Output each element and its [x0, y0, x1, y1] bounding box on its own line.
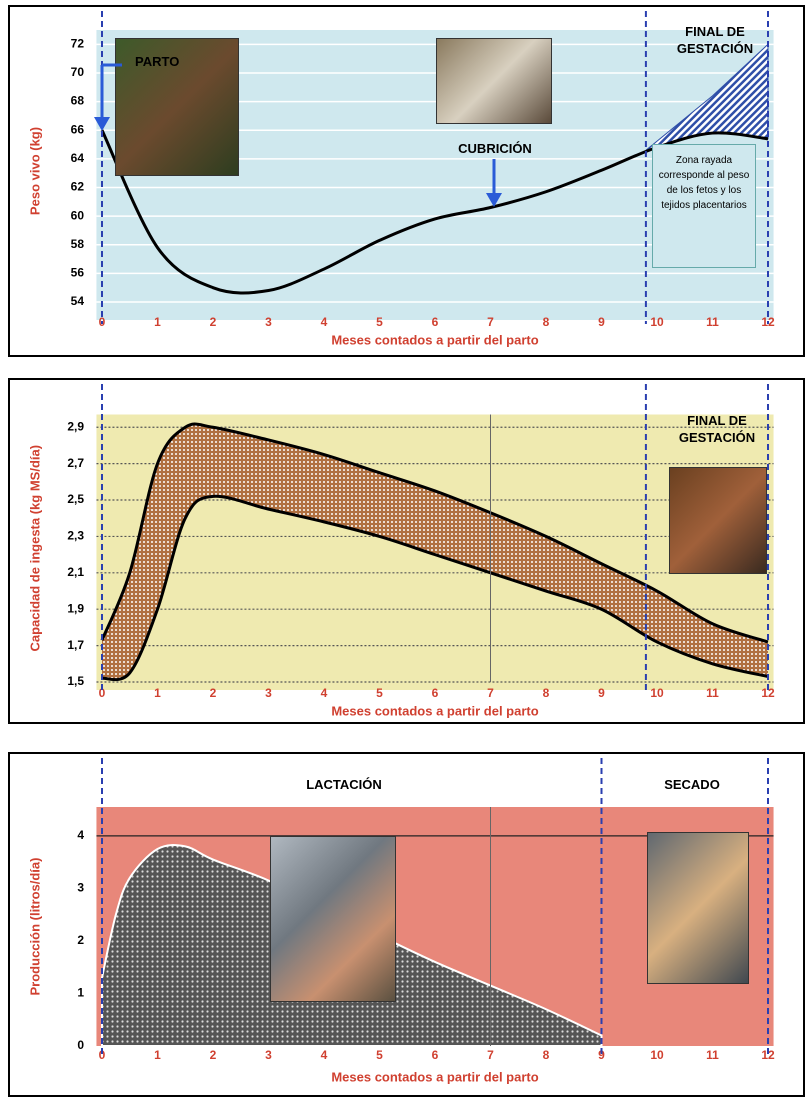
- x-tick-label: 6: [432, 315, 439, 329]
- x-tick-label: 4: [321, 686, 328, 700]
- y-tick-label: 68: [71, 94, 85, 108]
- y-tick-label: 0: [77, 1038, 84, 1052]
- y-tick-label: 2,7: [67, 456, 84, 470]
- y-tick-label: 54: [71, 294, 85, 308]
- y-tick-label: 72: [71, 36, 85, 50]
- x-tick-label: 7: [487, 315, 494, 329]
- x-tick-label: 1: [154, 686, 161, 700]
- x-axis-label: Meses contados a partir del parto: [331, 703, 538, 718]
- photo: [436, 38, 552, 124]
- y-tick-label: 4: [77, 828, 84, 842]
- x-tick-label: 2: [210, 315, 217, 329]
- x-tick-label: 10: [650, 315, 664, 329]
- y-tick-label: 1,9: [67, 601, 84, 615]
- x-tick-label: 7: [487, 1048, 494, 1062]
- x-tick-label: 3: [265, 315, 272, 329]
- x-tick-label: 4: [321, 1048, 328, 1062]
- y-tick-label: 1: [77, 986, 84, 1000]
- annotation: FINAL DE GESTACIÓN: [660, 23, 770, 57]
- y-tick-label: 1,5: [67, 674, 84, 688]
- photo: [669, 467, 767, 574]
- x-tick-label: 11: [706, 315, 719, 329]
- y-tick-label: 62: [71, 180, 85, 194]
- x-axis-label: Meses contados a partir del parto: [331, 332, 538, 347]
- y-axis-label: Peso vivo (kg): [27, 127, 42, 215]
- x-axis-label: Meses contados a partir del parto: [331, 1069, 538, 1084]
- x-tick-label: 8: [543, 1048, 550, 1062]
- page: 545658606264666870720123456789101112Mese…: [0, 0, 810, 1103]
- chart-panel: 545658606264666870720123456789101112Mese…: [8, 5, 805, 357]
- x-tick-label: 3: [265, 686, 272, 700]
- annotation: FINAL DE GESTACIÓN: [662, 412, 772, 446]
- y-axis-label: Producción (litros/día): [27, 858, 42, 996]
- x-tick-label: 10: [650, 686, 664, 700]
- y-tick-label: 70: [71, 65, 85, 79]
- annotation-box: Zona rayada corresponde al peso de los f…: [652, 144, 756, 268]
- y-tick-label: 60: [71, 208, 85, 222]
- y-tick-label: 58: [71, 237, 85, 251]
- y-axis-label: Capacidad de ingesta (kg MS/día): [27, 445, 42, 652]
- y-tick-label: 64: [71, 151, 85, 165]
- x-tick-label: 5: [376, 1048, 383, 1062]
- annotation: CUBRICIÓN: [440, 141, 550, 156]
- y-tick-label: 2,3: [67, 529, 84, 543]
- y-tick-label: 66: [71, 122, 85, 136]
- y-tick-label: 56: [71, 266, 85, 280]
- x-tick-label: 9: [598, 686, 605, 700]
- annotation: LACTACIÓN: [294, 777, 394, 792]
- x-tick-label: 2: [210, 686, 217, 700]
- annotation: PARTO: [135, 54, 179, 69]
- x-tick-label: 6: [432, 1048, 439, 1062]
- x-tick-label: 1: [154, 315, 161, 329]
- y-tick-label: 1,7: [67, 638, 84, 652]
- x-tick-label: 9: [598, 315, 605, 329]
- x-tick-label: 8: [543, 686, 550, 700]
- y-tick-label: 2: [77, 933, 84, 947]
- annotation: SECADO: [642, 777, 742, 792]
- x-tick-label: 1: [154, 1048, 161, 1062]
- x-tick-label: 5: [376, 315, 383, 329]
- x-tick-label: 10: [650, 1048, 664, 1062]
- y-tick-label: 2,1: [67, 565, 84, 579]
- x-tick-label: 3: [265, 1048, 272, 1062]
- x-tick-label: 6: [432, 686, 439, 700]
- y-tick-label: 2,9: [67, 419, 84, 433]
- x-tick-label: 7: [487, 686, 494, 700]
- photo: [647, 832, 749, 984]
- x-tick-label: 11: [706, 686, 719, 700]
- y-tick-label: 3: [77, 881, 84, 895]
- x-tick-label: 2: [210, 1048, 217, 1062]
- photo: [270, 836, 396, 1002]
- x-tick-label: 8: [543, 315, 550, 329]
- x-tick-label: 11: [706, 1048, 719, 1062]
- x-tick-label: 5: [376, 686, 383, 700]
- y-tick-label: 2,5: [67, 492, 84, 506]
- x-tick-label: 4: [321, 315, 328, 329]
